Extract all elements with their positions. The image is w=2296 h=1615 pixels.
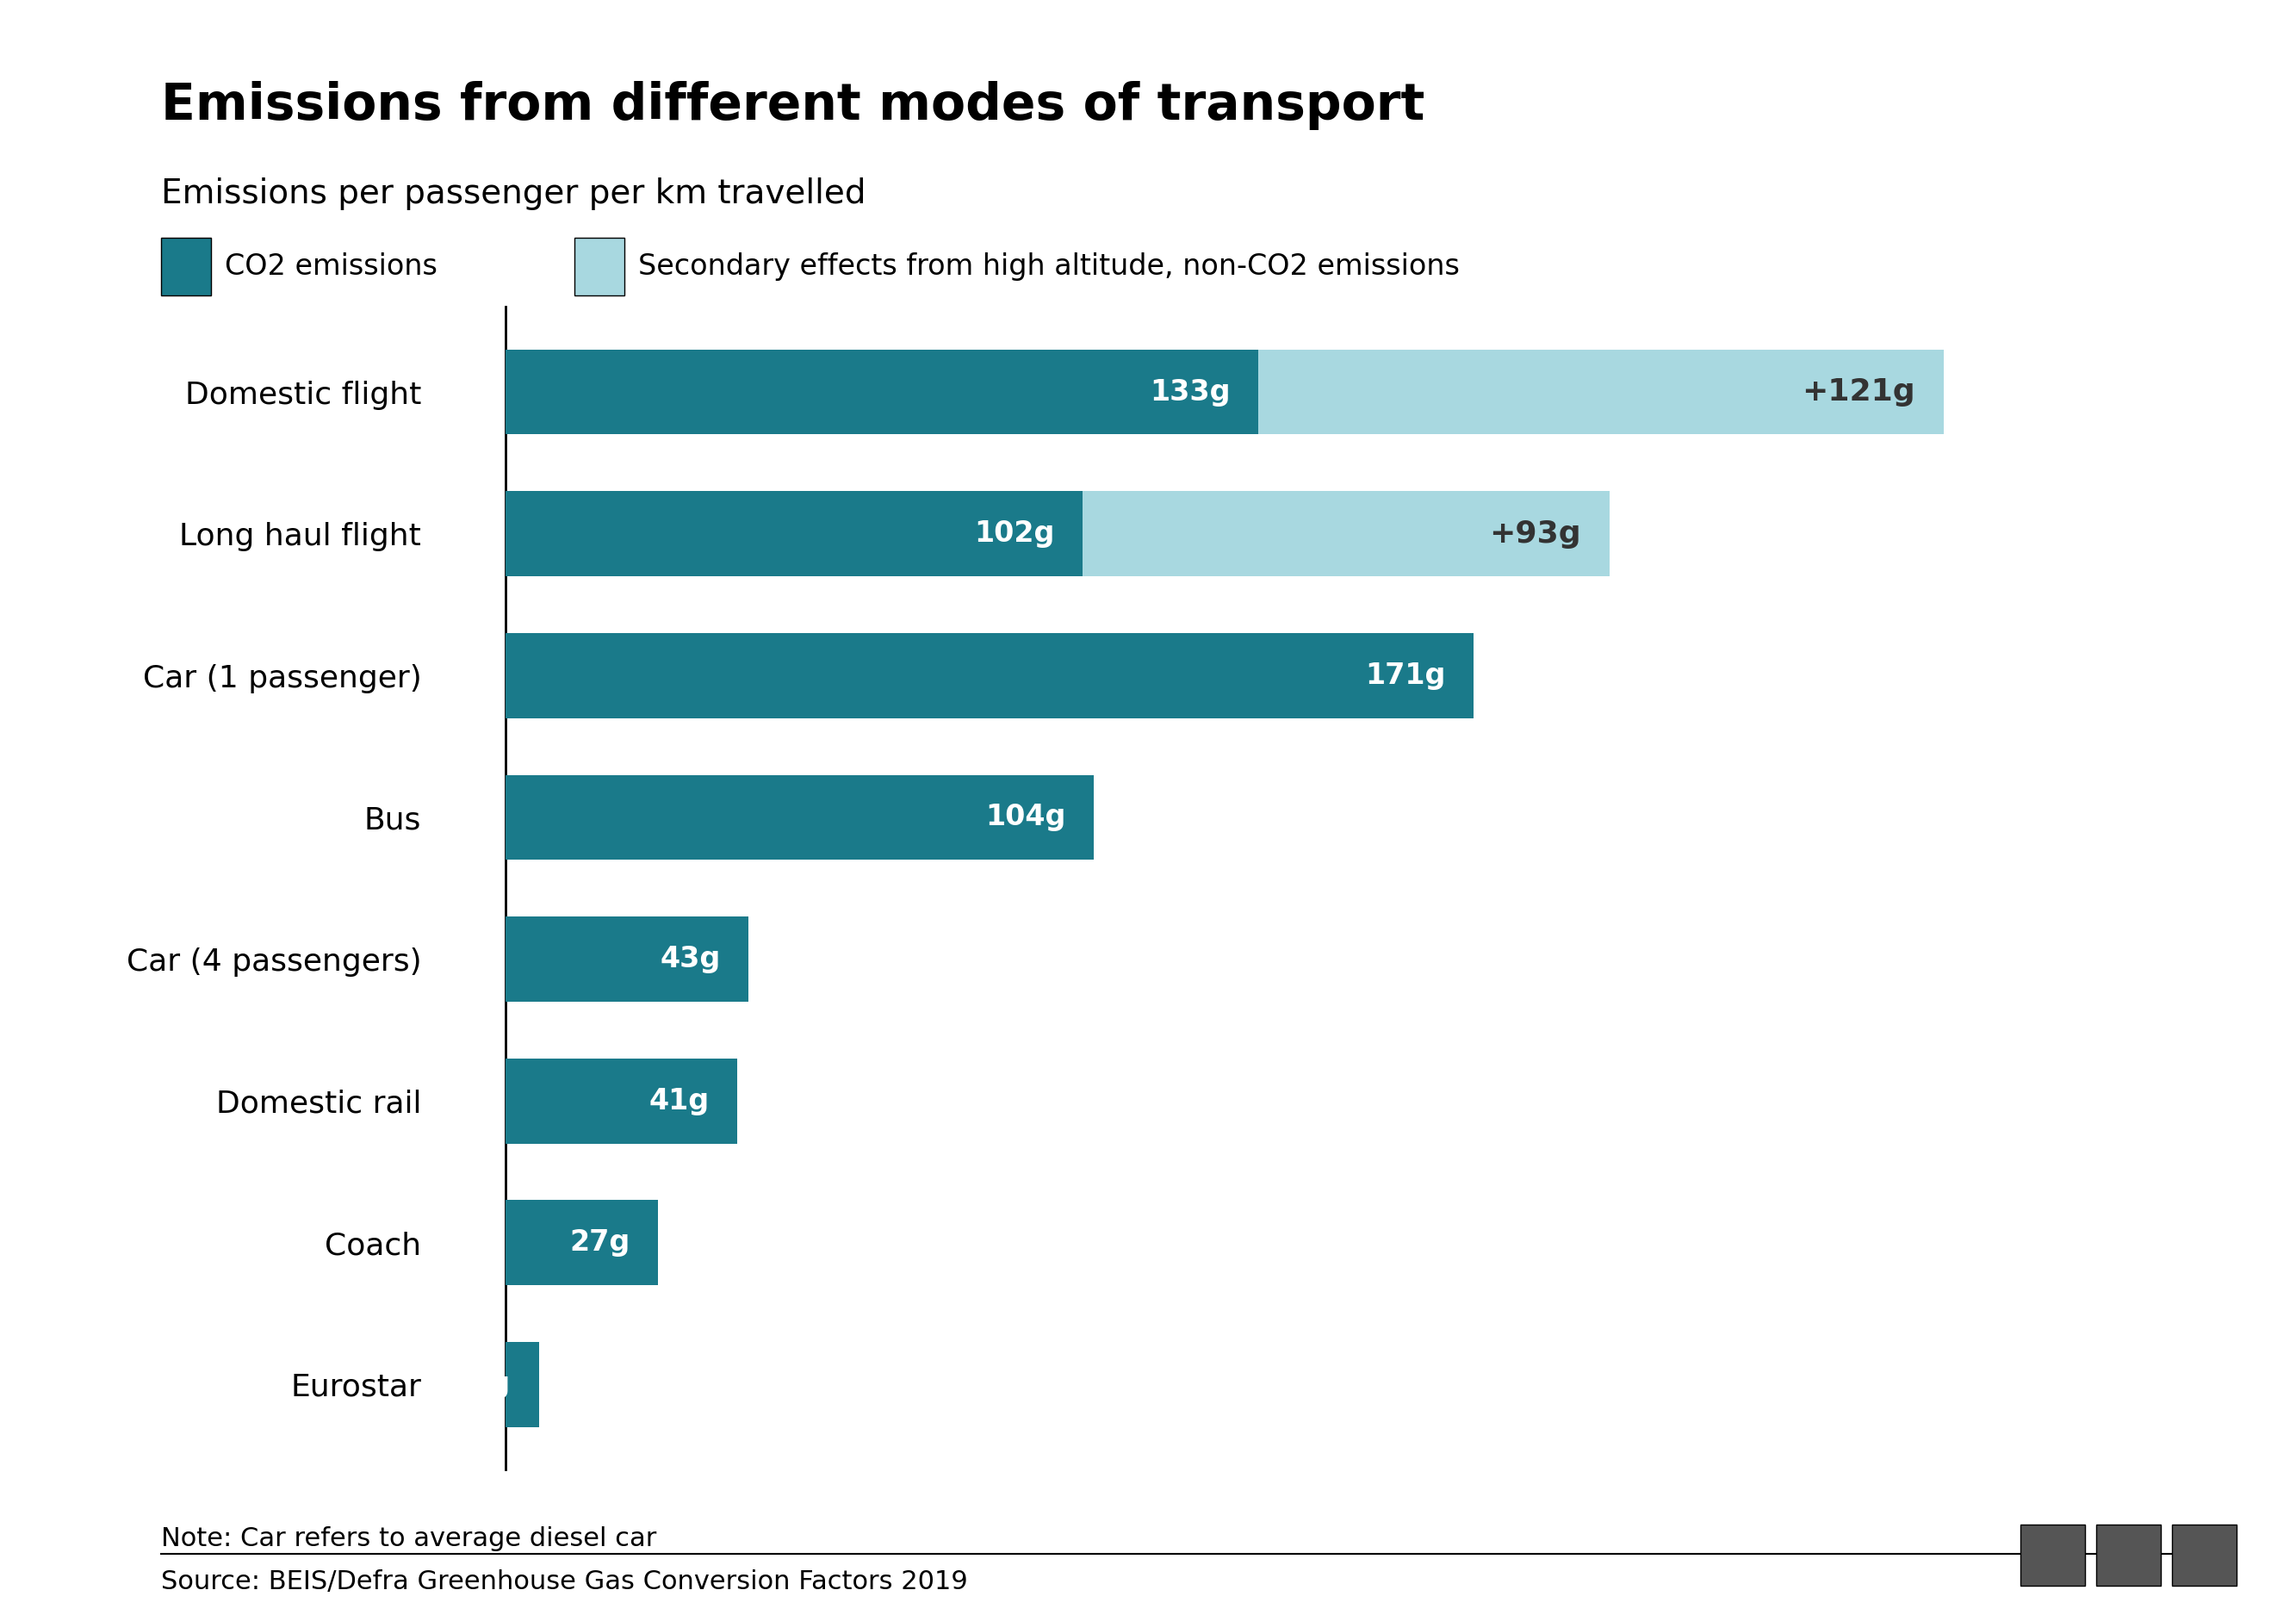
Text: 102g: 102g [974,520,1054,547]
Text: 133g: 133g [1150,378,1231,405]
Text: 43g: 43g [659,945,721,974]
Text: Emissions from different modes of transport: Emissions from different modes of transp… [161,81,1424,129]
Bar [505,1058,737,1143]
Text: Source: BEIS/Defra Greenhouse Gas Conversion Factors 2019: Source: BEIS/Defra Greenhouse Gas Conver… [161,1570,967,1594]
Text: Note: Car refers to average diesel car: Note: Car refers to average diesel car [161,1526,657,1550]
Text: B: B [2122,1547,2135,1563]
Text: Emissions per passenger per km travelled: Emissions per passenger per km travelled [161,178,866,210]
Bar [505,491,1084,577]
Text: C: C [2197,1547,2211,1563]
Text: +121g: +121g [1802,378,1915,407]
Text: CO2 emissions: CO2 emissions [225,252,439,281]
Bar [505,1342,540,1428]
Bar [1258,349,1945,434]
Text: +93g: +93g [1490,518,1582,549]
Bar [505,775,1095,859]
Bar [505,349,1258,434]
Text: 27g: 27g [569,1229,629,1256]
Text: 171g: 171g [1364,661,1444,690]
Bar [505,917,748,1001]
Text: 104g: 104g [985,803,1065,832]
Bar [1084,491,1609,577]
Text: 6g: 6g [471,1371,510,1399]
Bar [505,1200,659,1286]
Bar [505,633,1474,719]
Text: B: B [2046,1547,2060,1563]
Text: Secondary effects from high altitude, non-CO2 emissions: Secondary effects from high altitude, no… [638,252,1460,281]
Text: 41g: 41g [647,1087,709,1116]
